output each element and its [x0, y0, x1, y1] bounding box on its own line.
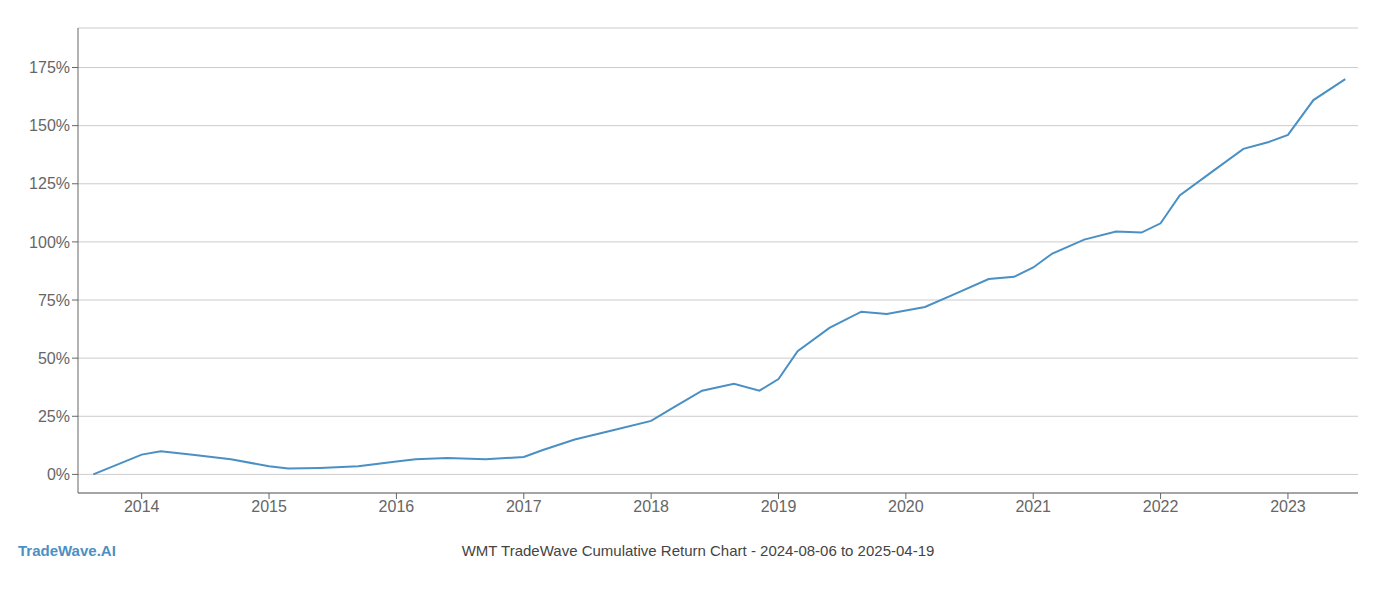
svg-text:2014: 2014: [124, 498, 160, 515]
svg-text:2019: 2019: [761, 498, 797, 515]
html-text:TradeWave.AI: TradeWave.AI: [18, 542, 116, 559]
svg-text:150%: 150%: [29, 117, 70, 134]
svg-text:2017: 2017: [506, 498, 542, 515]
svg-text:2018: 2018: [633, 498, 669, 515]
svg-text:2023: 2023: [1270, 498, 1306, 515]
svg-text:2015: 2015: [251, 498, 287, 515]
svg-text:2020: 2020: [888, 498, 924, 515]
svg-text:75%: 75%: [38, 292, 70, 309]
svg-text:2021: 2021: [1015, 498, 1051, 515]
svg-text:0%: 0%: [47, 466, 70, 483]
html-text:WMT TradeWave Cumulative Retur: WMT TradeWave Cumulative Return Chart - …: [461, 542, 935, 559]
svg-text:25%: 25%: [38, 408, 70, 425]
svg-text:100%: 100%: [29, 234, 70, 251]
svg-text:50%: 50%: [38, 350, 70, 367]
svg-text:2022: 2022: [1143, 498, 1179, 515]
svg-text:125%: 125%: [29, 175, 70, 192]
svg-text:2016: 2016: [379, 498, 415, 515]
svg-text:175%: 175%: [29, 59, 70, 76]
